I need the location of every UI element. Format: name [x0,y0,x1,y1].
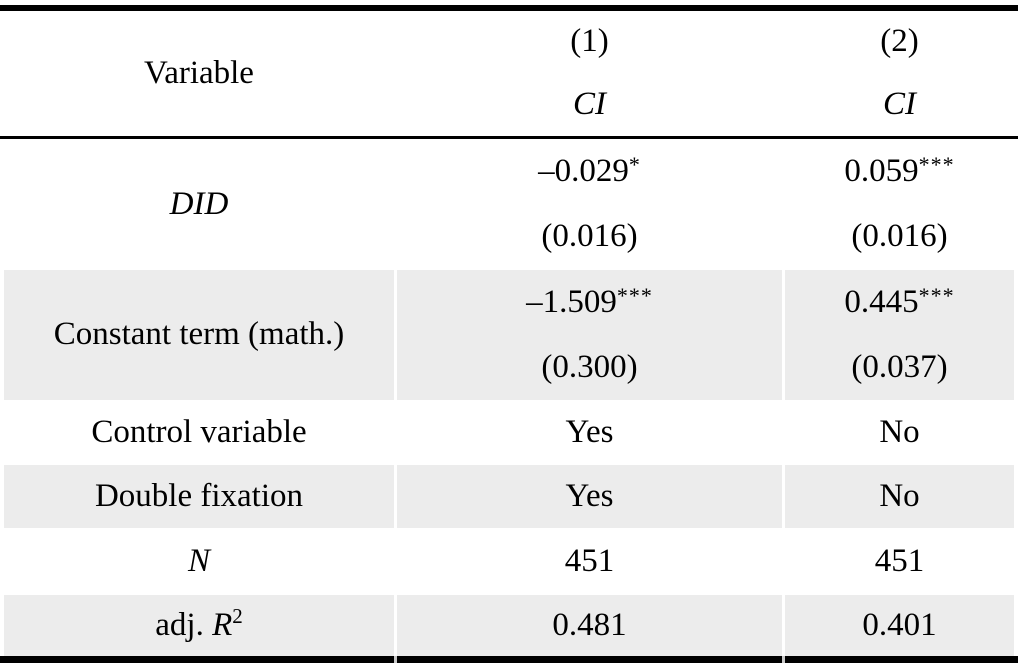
header-variable-label: Variable [144,54,254,91]
constant-model-1-cell: –1.509*** (0.300) [397,270,782,400]
constant-model-1-stars: *** [616,282,653,308]
table-row-constant: Constant term (math.) –1.509*** (0.300) … [0,270,1018,400]
r2-model-1-cell: 0.481 [397,595,782,656]
constant-model-1-se: (0.300) [541,348,638,385]
fixation-model-1-value: Yes [565,477,614,514]
n-label: N [187,542,210,579]
model-1-number: (1) [570,23,609,60]
table-row-adjusted-r-squared: adj. R2 0.481 0.401 [0,595,1018,656]
constant-label-cell: Constant term (math.) [4,270,394,400]
header-model-2-cell: (2) CI [785,11,1014,136]
table-bottom-border [0,656,1018,663]
fixation-model-2-cell: No [785,465,1014,528]
constant-label: Constant term (math.) [53,316,345,353]
r2-label-cell: adj. R2 [4,595,394,656]
did-label: DID [169,185,229,222]
header-divider-line [0,136,1018,139]
constant-model-2-value: 0.445 [844,283,919,320]
fixation-label: Double fixation [94,477,304,514]
did-model-1-value: –0.029 [538,152,629,189]
r2-label-prefix: adj. [155,606,213,643]
model-2-outcome: CI [883,85,916,122]
fixation-model-1-cell: Yes [397,465,782,528]
control-label: Control variable [91,413,307,450]
r2-model-2-value: 0.401 [862,606,937,643]
did-label-cell: DID [4,139,394,270]
r2-model-1-value: 0.481 [552,606,627,643]
did-model-2-se: (0.016) [851,218,948,255]
control-model-2-cell: No [785,400,1014,465]
column-gap-notch-1 [394,656,397,663]
fixation-model-2-value: No [879,477,920,514]
did-model-1-cell: –0.029* (0.016) [397,139,782,270]
model-2-number: (2) [880,23,919,60]
did-model-1-se: (0.016) [541,218,638,255]
did-model-2-coefficient: 0.059*** [844,151,955,191]
constant-model-2-stars: *** [918,282,955,308]
constant-model-1-value: –1.509 [526,283,617,320]
control-model-2-value: No [879,413,920,450]
model-1-outcome: CI [573,85,606,122]
control-model-1-cell: Yes [397,400,782,465]
did-model-2-stars: *** [918,151,955,177]
r2-label-symbol: R [212,606,233,643]
table-top-border [0,5,1018,11]
constant-model-1-coefficient: –1.509*** [526,282,653,322]
header-model-1-cell: (1) CI [397,11,782,136]
table-row-double-fixation: Double fixation Yes No [0,465,1018,528]
n-model-1-value: 451 [564,542,615,579]
did-model-1-stars: * [628,151,641,177]
table-row-did: DID –0.029* (0.016) 0.059*** (0.016) [0,139,1018,270]
header-variable-cell: Variable [4,11,394,136]
constant-model-2-coefficient: 0.445*** [844,282,955,322]
table-row-control-variable: Control variable Yes No [0,400,1018,465]
constant-model-2-se: (0.037) [851,348,948,385]
r2-label-superscript: 2 [232,603,243,628]
did-model-2-value: 0.059 [844,152,919,189]
r2-model-2-cell: 0.401 [785,595,1014,656]
n-model-2-cell: 451 [785,528,1014,595]
fixation-label-cell: Double fixation [4,465,394,528]
n-model-2-value: 451 [874,542,925,579]
r2-label: adj. R2 [155,603,243,645]
n-label-cell: N [4,528,394,595]
did-model-1-coefficient: –0.029* [538,151,641,191]
did-model-2-cell: 0.059*** (0.016) [785,139,1014,270]
header-row: Variable (1) CI (2) CI [0,11,1018,136]
control-model-1-value: Yes [565,413,614,450]
control-label-cell: Control variable [4,400,394,465]
column-gap-notch-2 [782,656,785,663]
table-row-observations: N 451 451 [0,528,1018,595]
constant-model-2-cell: 0.445*** (0.037) [785,270,1014,400]
n-model-1-cell: 451 [397,528,782,595]
